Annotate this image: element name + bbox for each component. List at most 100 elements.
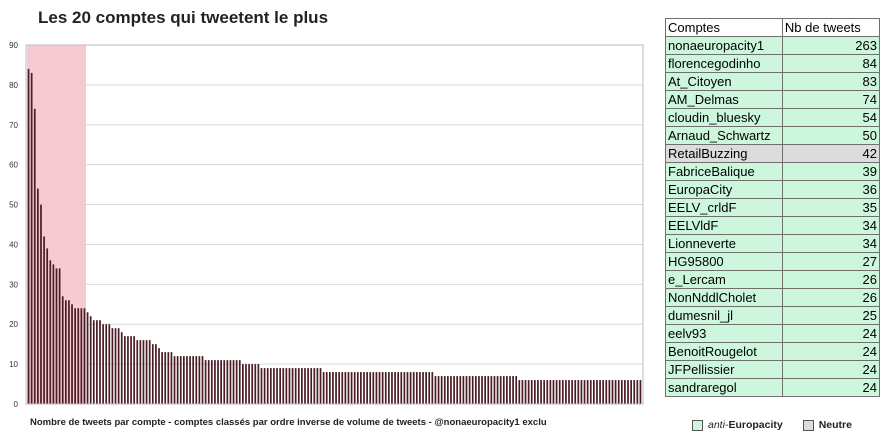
bar (285, 368, 288, 404)
bar (198, 356, 201, 404)
tweet-count: 26 (781, 270, 880, 289)
legend-anti-prefix: anti- (708, 419, 729, 431)
bar (102, 324, 104, 404)
bar (251, 364, 254, 404)
tweet-count: 34 (781, 216, 880, 235)
table-row: NonNddlCholet 26 (665, 288, 880, 307)
bar (136, 340, 139, 404)
tweet-count: 50 (781, 126, 880, 145)
bar (108, 324, 111, 404)
bar (68, 300, 70, 404)
table-row: EELVldF 34 (665, 216, 880, 235)
tweet-count: 34 (781, 234, 880, 253)
x-axis-caption: Nombre de tweets par compte - comptes cl… (30, 417, 547, 428)
tweet-count: 35 (781, 198, 880, 217)
bar (462, 376, 465, 404)
bar (447, 376, 449, 404)
bar (543, 380, 546, 404)
bar (403, 372, 406, 404)
bar (245, 364, 247, 404)
account-name: RetailBuzzing (665, 144, 783, 163)
bars (27, 68, 642, 405)
bar (580, 380, 583, 404)
bar (459, 376, 462, 404)
account-name: HG95800 (665, 252, 783, 271)
account-name: EuropaCity (665, 180, 783, 199)
bar (608, 380, 611, 404)
account-name: sandraregol (665, 378, 783, 397)
y-tick-label: 40 (9, 240, 18, 249)
bar (493, 376, 496, 404)
table-row: AM_Delmas 74 (665, 90, 880, 109)
bar (338, 372, 341, 404)
bar (145, 340, 148, 404)
bar (313, 368, 316, 404)
bar (99, 320, 101, 404)
bar (487, 376, 490, 404)
bar (366, 372, 368, 404)
bar (602, 380, 605, 404)
tweet-count: 24 (781, 360, 880, 379)
bar (586, 380, 589, 404)
tweet-count: 25 (781, 306, 880, 325)
bar (552, 380, 555, 404)
bar (139, 340, 142, 404)
bar (527, 380, 530, 404)
bar (440, 376, 443, 404)
account-name: EELV_crldF (665, 198, 783, 217)
bar (384, 372, 387, 404)
bar (291, 368, 294, 404)
tweet-count: 84 (781, 54, 880, 73)
table-row: sandraregol 24 (665, 378, 880, 397)
account-name: eelv93 (665, 324, 783, 343)
table-row: EuropaCity 36 (665, 180, 880, 199)
tweet-count: 54 (781, 108, 880, 127)
table-row: FabriceBalique 39 (665, 162, 880, 181)
bar (468, 376, 471, 404)
bar (179, 356, 182, 404)
bar (419, 372, 421, 404)
tweet-count: 42 (781, 144, 880, 163)
legend-swatch-anti (692, 419, 703, 431)
bar (406, 372, 409, 404)
bar (189, 356, 191, 404)
bar (496, 376, 499, 404)
account-name: EELVldF (665, 216, 783, 235)
bar (515, 376, 518, 404)
table-row: nonaeuropacity1 263 (665, 36, 880, 55)
bar (400, 372, 403, 404)
bar (443, 376, 446, 404)
account-name: JFPellissier (665, 360, 783, 379)
bar (360, 372, 362, 404)
table-row: HG95800 27 (665, 252, 880, 271)
bar (549, 380, 552, 404)
bar (304, 368, 306, 404)
bar (195, 356, 198, 404)
table-row: EELV_crldF 35 (665, 198, 880, 217)
bar (381, 372, 384, 404)
bar (322, 372, 325, 404)
bar (589, 380, 592, 404)
y-tick-label: 60 (9, 161, 18, 170)
bar (341, 372, 344, 404)
bar (624, 380, 626, 404)
bar (453, 376, 455, 404)
bar (568, 380, 570, 404)
bar (537, 380, 539, 404)
bar (186, 356, 188, 404)
tweet-count: 39 (781, 162, 880, 181)
bar (214, 360, 216, 404)
table-row: Lionneverte 34 (665, 234, 880, 253)
bar (332, 372, 334, 404)
bar (325, 372, 328, 404)
bar (170, 352, 173, 404)
bar (422, 372, 424, 404)
bar (130, 336, 132, 404)
bar (161, 352, 163, 404)
account-name: FabriceBalique (665, 162, 783, 181)
bar (605, 380, 608, 404)
bar (471, 376, 474, 404)
bar (229, 360, 232, 404)
bar (114, 328, 117, 404)
bar (223, 360, 226, 404)
